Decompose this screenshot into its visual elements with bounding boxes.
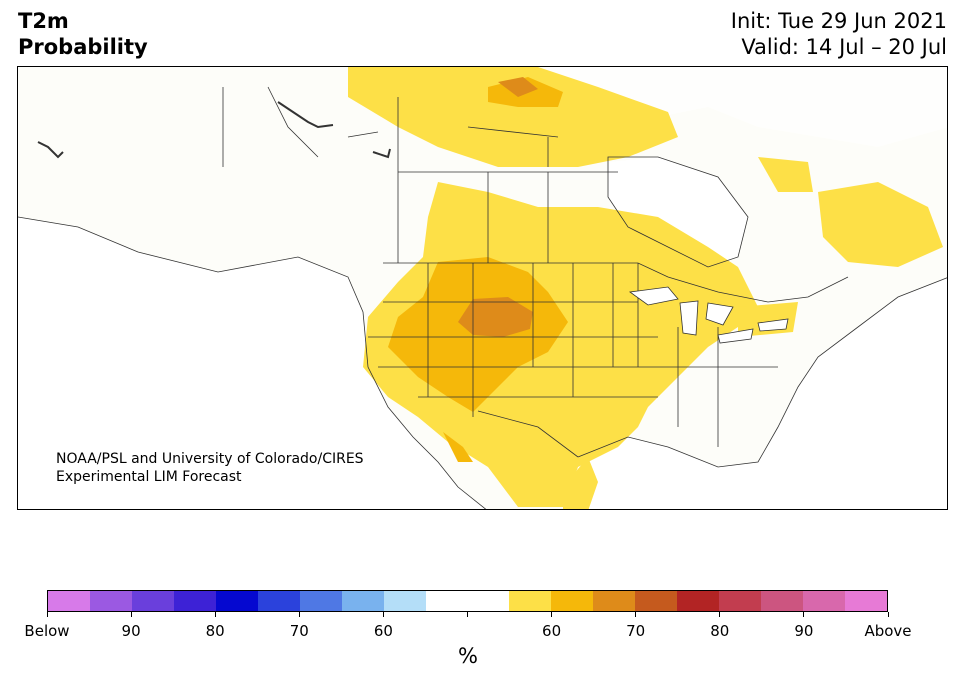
product-name: Probability xyxy=(18,35,148,59)
credit-line-2: Experimental LIM Forecast xyxy=(56,469,242,485)
great-lakes xyxy=(628,286,789,344)
prob-above-70-80 xyxy=(458,77,538,337)
colorbar-tick xyxy=(803,612,805,617)
colorbar-tick xyxy=(214,612,216,617)
colorbar-segment xyxy=(761,591,804,611)
colorbar-tick-label: 80 xyxy=(710,622,730,640)
colorbar-tick xyxy=(130,612,132,617)
colorbar-segment xyxy=(551,591,594,611)
colorbar-segment xyxy=(467,591,510,611)
init-date: Init: Tue 29 Jun 2021 xyxy=(730,9,947,33)
colorbar-tick-label: Below xyxy=(24,622,70,640)
colorbar-tick xyxy=(887,612,889,617)
colorbar-segment xyxy=(719,591,762,611)
colorbar-tick-label: Above xyxy=(864,622,912,640)
colorbar-segment xyxy=(173,591,216,611)
colorbar-tick xyxy=(551,612,553,617)
colorbar-tick-label: 90 xyxy=(121,622,141,640)
colorbar-segment xyxy=(131,591,174,611)
colorbar-tick-label: 70 xyxy=(289,622,309,640)
pacific-ocean xyxy=(18,217,486,509)
colorbar-segment xyxy=(299,591,342,611)
colorbar-unit: % xyxy=(458,644,478,668)
colorbar-segment xyxy=(48,591,90,611)
colorbar-segment xyxy=(425,591,468,611)
colorbar-tick-label: 90 xyxy=(794,622,814,640)
colorbar-segment xyxy=(341,591,384,611)
colorbar-tick xyxy=(382,612,384,617)
date-info: Init: Tue 29 Jun 2021 Valid: 14 Jul – 20… xyxy=(731,8,947,60)
credit-text: NOAA/PSL and University of Colorado/CIRE… xyxy=(56,450,364,486)
political-borders xyxy=(18,86,947,509)
colorbar-tick-label: 80 xyxy=(205,622,225,640)
colorbar-segment xyxy=(257,591,300,611)
colorbar-segment xyxy=(635,591,678,611)
colorbar-tick-label: 60 xyxy=(542,622,562,640)
colorbar-tick-label: 70 xyxy=(626,622,646,640)
colorbar-tick xyxy=(298,612,300,617)
colorbar-tick xyxy=(635,612,637,617)
colorbar xyxy=(47,590,888,612)
colorbar-segment xyxy=(215,591,258,611)
colorbar-segment xyxy=(89,591,132,611)
map-svg xyxy=(18,67,947,509)
colorbar-tick xyxy=(467,612,468,617)
chart-title: T2m Probability xyxy=(18,8,148,60)
colorbar-segment xyxy=(509,591,552,611)
colorbar-segment xyxy=(593,591,636,611)
colorbar-tick-label: 60 xyxy=(373,622,393,640)
forecast-map: NOAA/PSL and University of Colorado/CIRE… xyxy=(17,66,948,510)
colorbar-tick xyxy=(719,612,721,617)
colorbar-segment xyxy=(845,591,888,611)
atlantic-gulf xyxy=(578,277,947,509)
colorbar-segment xyxy=(803,591,846,611)
valid-date: Valid: 14 Jul – 20 Jul xyxy=(741,35,947,59)
colorbar-tick xyxy=(46,612,48,617)
colorbar-segment xyxy=(383,591,426,611)
arctic-coastline xyxy=(37,101,391,159)
credit-line-1: NOAA/PSL and University of Colorado/CIRE… xyxy=(56,451,364,467)
colorbar-segment xyxy=(677,591,720,611)
hudson-bay xyxy=(608,157,748,267)
variable-name: T2m xyxy=(18,9,69,33)
